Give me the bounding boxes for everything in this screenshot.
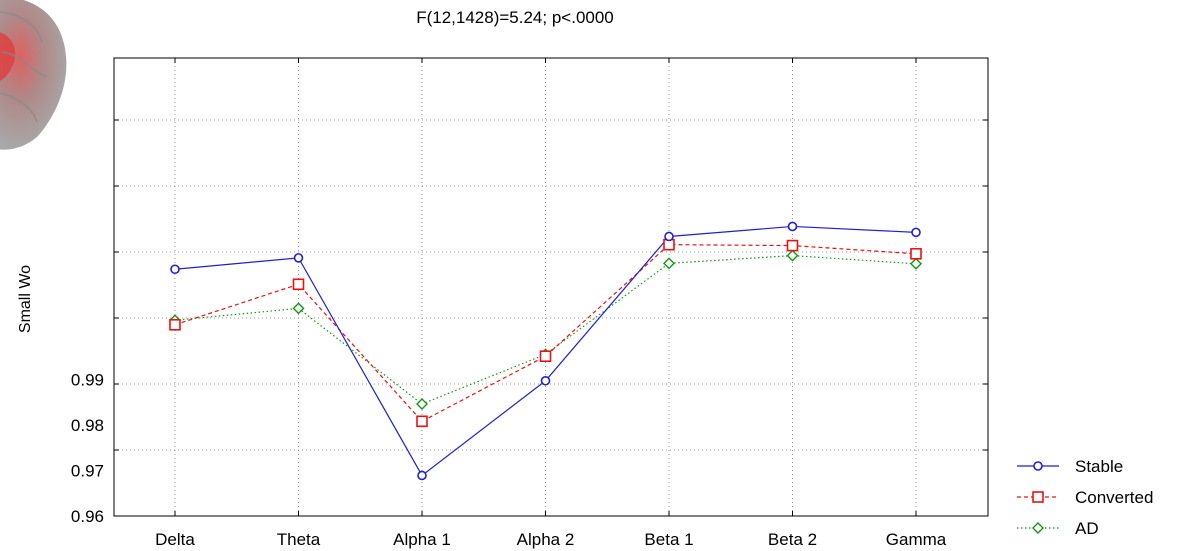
data-point-stable	[911, 227, 921, 238]
x-tick-label: Theta	[277, 530, 321, 549]
data-point-ad	[910, 257, 922, 270]
x-tick-label: Gamma	[886, 530, 947, 549]
data-point-stable	[664, 231, 674, 242]
data-point-ad	[292, 302, 305, 315]
data-point-stable	[170, 264, 180, 275]
legend-label-ad: AD	[1075, 519, 1099, 538]
data-point-stable	[787, 221, 798, 232]
data-point-stable	[417, 470, 427, 481]
x-tick-label: Beta 2	[768, 530, 817, 549]
data-point-converted	[416, 415, 428, 428]
y-tick-label: 0.98	[71, 416, 104, 435]
plot-frame	[113, 57, 989, 517]
data-point-converted	[539, 350, 552, 363]
y-tick-label: 0.96	[71, 507, 104, 526]
data-point-converted	[292, 278, 305, 291]
x-tick-label: Alpha 2	[517, 530, 575, 549]
legend-label-converted: Converted	[1075, 488, 1153, 507]
data-point-ad	[663, 257, 675, 270]
legend-label-stable: Stable	[1075, 457, 1123, 476]
data-point-stable	[293, 253, 304, 263]
data-point-ad	[416, 398, 428, 410]
y-tick-label: 0.97	[71, 461, 104, 480]
data-point-converted	[169, 318, 181, 331]
legend-marker-converted	[1032, 491, 1044, 503]
data-point-ad	[786, 249, 799, 262]
x-tick-label: Delta	[155, 530, 195, 549]
brain-logo	[0, 0, 67, 150]
data-point-stable	[540, 375, 551, 386]
legend-marker-ad	[1032, 522, 1044, 534]
chart-title: F(12,1428)=5.24; p<.0000	[416, 8, 614, 27]
x-tick-label: Beta 1	[644, 530, 693, 549]
x-tick-label: Alpha 1	[393, 530, 451, 549]
legend-marker-stable	[1033, 461, 1043, 471]
data-point-converted	[786, 239, 799, 252]
y-tick-label: 0.99	[71, 370, 104, 389]
data-point-converted	[910, 247, 922, 260]
